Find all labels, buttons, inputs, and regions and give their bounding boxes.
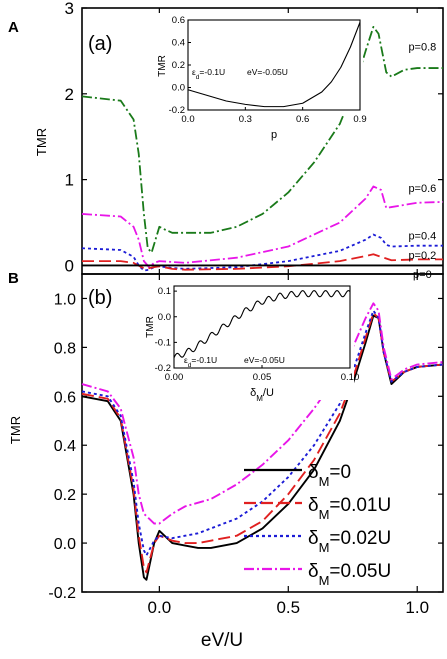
- inset-b-x-tick-label: 0.05: [253, 372, 272, 383]
- panel-a-y-label: TMR: [34, 128, 49, 156]
- panel-b-y-tick-label: -0.2: [48, 585, 76, 602]
- panel-a-series-line: [81, 185, 444, 269]
- panel-b-y-tick-label: 0.8: [54, 340, 76, 357]
- panel-b-inset: 0.00 0.05 0.10 -0.2 -0.1 0.0 0.1 TMR δM/U εd=-…: [145, 282, 359, 403]
- panel-b: B (b) TMR -0.2 0.0 0.2 0.4 0.6 0.8 1.0 0.0 0.5 1…: [8, 270, 444, 617]
- inset-a-y-tick-label: 0.0: [172, 83, 185, 94]
- panel-b-y-label: TMR: [8, 416, 23, 444]
- panel-b-y-tick-label: 0.0: [54, 536, 76, 553]
- inset-b-ticks: 0.00 0.05 0.10 -0.2 -0.1 0.0 0.1: [155, 286, 360, 383]
- inset-b-y-tick-label: -0.2: [155, 363, 171, 374]
- panel-a-series-label: p=0.2: [408, 250, 436, 262]
- legend-label: δM=0.01U: [308, 495, 391, 522]
- panel-a-series-label: p=0.8: [408, 42, 436, 54]
- inset-b-curve: [173, 290, 351, 358]
- panel-b-frame: [81, 273, 444, 593]
- panel-a-series-label: p=0.4: [408, 230, 436, 242]
- inset-a-y-tick-label: 0.2: [172, 60, 185, 71]
- inset-b-x-tick-label: 0.00: [165, 372, 184, 383]
- panel-a-y-ticks: 0 1 2 3: [65, 0, 443, 275]
- inset-a-curve: [187, 22, 361, 108]
- panel-a-letter: A: [8, 19, 19, 36]
- panel-a-y-tick-label: 1: [65, 171, 74, 190]
- panel-b-series-line: [81, 302, 444, 525]
- panel-b-x-tick-label: 1.0: [405, 598, 429, 617]
- inset-a-line: [187, 22, 361, 108]
- panel-a-series-line: [81, 233, 443, 272]
- legend-label: δM=0.05U: [308, 561, 391, 588]
- inset-b-x-tick-label: 0.10: [341, 372, 360, 383]
- panel-b-letter: B: [8, 270, 19, 287]
- inset-b-y-label: TMR: [145, 316, 156, 338]
- panel-a-series-label: p=0: [413, 269, 432, 281]
- legend-label: δM=0: [308, 462, 351, 489]
- panel-a-y-tick-label: 0: [65, 256, 74, 275]
- inset-a-annotation-ev: eV=-0.05U: [247, 67, 288, 77]
- inset-a-ticks: 0.0 0.3 0.6 0.9-0.20.00.20.40.6: [169, 15, 367, 125]
- inset-a-y-tick-label: 0.4: [172, 38, 185, 49]
- inset-a-annotation-eps: εd=-0.1U: [192, 67, 225, 81]
- panel-b-y-tick-label: 0.4: [54, 438, 76, 455]
- inset-b-annotation-eps: εd=-0.1U: [184, 355, 217, 369]
- panel-b-x-tick-label: 0.0: [148, 598, 172, 617]
- panel-a-y-tick-label: 3: [65, 0, 74, 18]
- x-axis-label: eV/U: [201, 630, 243, 651]
- inset-a-x-tick-label: 0.9: [353, 114, 366, 125]
- inset-a-y-label: TMR: [157, 55, 168, 77]
- inset-b-annotation-ev: eV=-0.05U: [244, 355, 285, 365]
- legend-label: δM=0.02U: [308, 528, 391, 555]
- panel-a-series-label: p=0.6: [408, 183, 436, 195]
- panel-b-series: [81, 302, 444, 581]
- inset-b-line: [173, 290, 351, 358]
- inset-a-y-tick-label: -0.2: [169, 105, 185, 116]
- inset-a-x-tick-label: 0.3: [239, 114, 252, 125]
- panel-a-series: [81, 25, 444, 272]
- inset-a-x-label: p: [271, 129, 277, 141]
- panel-a-series-line: [81, 25, 443, 254]
- panel-b-y-tick-label: 0.2: [54, 487, 76, 504]
- panel-a: A (a) TMR 0 1 2 3 p=0.8 p=0.6 p=0.4 p=0.2 p=0 0…: [8, 0, 444, 281]
- panel-b-y-tick-label: 0.6: [54, 389, 76, 406]
- panel-b-tag: (b): [88, 287, 112, 309]
- inset-b-y-tick-label: -0.1: [155, 337, 171, 348]
- inset-b-x-label: δM/U: [250, 387, 274, 403]
- inset-a-x-tick-label: 0.0: [181, 114, 194, 125]
- inset-a-x-tick-label: 0.6: [296, 114, 309, 125]
- inset-a-y-tick-label: 0.6: [172, 15, 185, 26]
- inset-b-y-tick-label: 0.0: [158, 312, 171, 323]
- panel-b-legend: δM=0 δM=0.01U δM=0.02U δM=0.05U: [244, 462, 391, 588]
- panel-a-series-labels: p=0.8 p=0.6 p=0.4 p=0.2 p=0: [408, 42, 436, 281]
- panel-a-tag: (a): [88, 33, 112, 55]
- panel-b-y-tick-label: 1.0: [54, 291, 76, 308]
- panel-b-x-ticks: 0.0 0.5 1.0: [148, 274, 429, 617]
- panel-b-x-tick-label: 0.5: [276, 598, 300, 617]
- inset-b-y-tick-label: 0.1: [158, 286, 171, 297]
- panel-a-inset: 0.0 0.3 0.6 0.9-0.20.00.20.40.6 TMR p εd=-0…: [157, 15, 367, 141]
- panel-a-y-tick-label: 2: [65, 85, 74, 104]
- panel-b-y-ticks: -0.2 0.0 0.2 0.4 0.6 0.8 1.0: [48, 291, 443, 602]
- panel-a-series-line: [82, 253, 443, 271]
